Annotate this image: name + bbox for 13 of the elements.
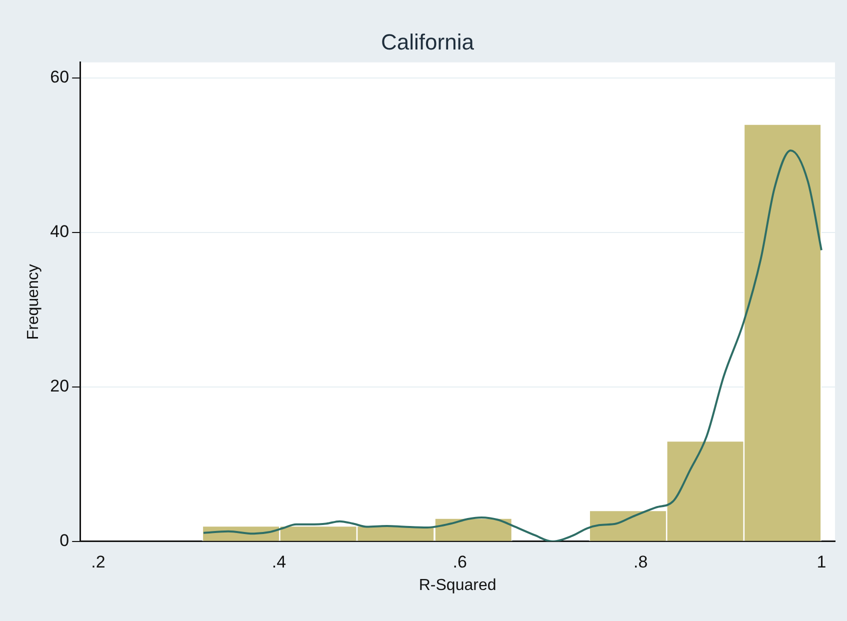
y-tick-label: 40 bbox=[50, 222, 70, 242]
chart-title: California bbox=[381, 29, 475, 54]
x-tick-label: .6 bbox=[452, 552, 467, 572]
y-tick-label: 60 bbox=[50, 68, 70, 87]
y-tick-label: 0 bbox=[60, 531, 70, 550]
y-tick-label: 20 bbox=[50, 376, 70, 396]
x-tick-label: .4 bbox=[272, 552, 286, 572]
x-tick-label: .2 bbox=[91, 552, 106, 572]
x-axis-title: R-Squared bbox=[418, 576, 496, 594]
x-tick-label: 1 bbox=[816, 552, 826, 572]
line-series bbox=[202, 149, 822, 542]
y-axis-title: Frequency bbox=[25, 264, 42, 340]
x-tick-label: .8 bbox=[634, 552, 648, 572]
